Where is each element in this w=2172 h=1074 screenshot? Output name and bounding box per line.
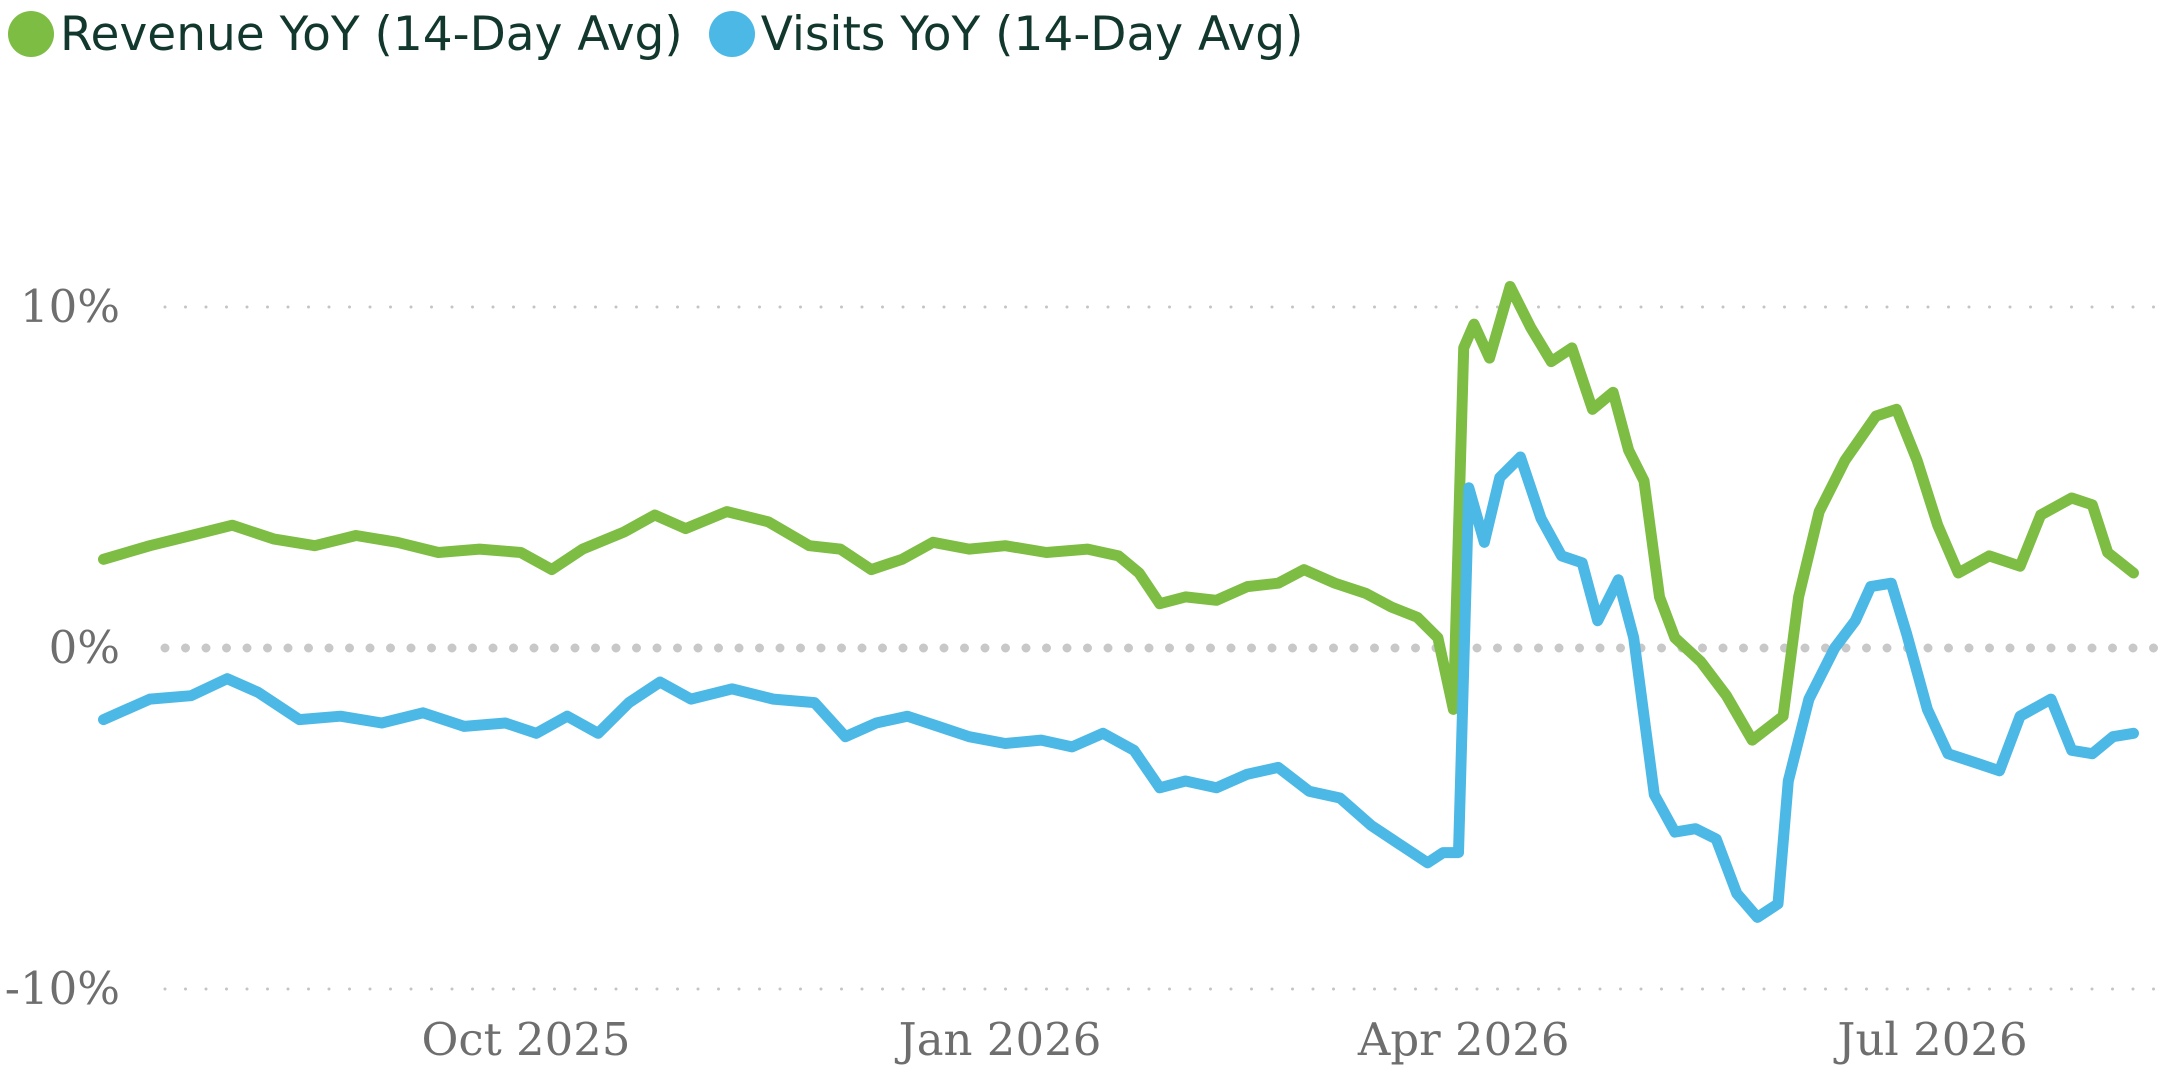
x-axis-tick-labels: Oct 2025 Jan 2026 Apr 2026 Jul 2026	[421, 1013, 2027, 1066]
x-tick-label: Jan 2026	[895, 1013, 1102, 1066]
gridlines	[160, 305, 2172, 991]
y-tick-label: -10%	[5, 962, 120, 1015]
series-line-revenue	[98, 281, 2139, 746]
y-tick-label: 10%	[20, 280, 120, 333]
legend-swatch-visits	[708, 11, 755, 57]
legend-label-revenue: Revenue YoY (14-Day Avg)	[60, 6, 683, 62]
series-line-visits	[98, 451, 2139, 923]
chart-legend: Revenue YoY (14-Day Avg) Visits YoY (14-…	[8, 2, 1329, 66]
legend-swatch-revenue	[8, 11, 54, 57]
legend-label-visits: Visits YoY (14-Day Avg)	[760, 6, 1304, 62]
legend-item-visits[interactable]: Visits YoY (14-Day Avg)	[708, 6, 1304, 62]
y-axis-tick-labels: 10% 0% -10%	[5, 280, 120, 1015]
x-tick-label: Oct 2025	[421, 1013, 630, 1066]
x-tick-label: Jul 2026	[1833, 1013, 2027, 1066]
x-tick-label: Apr 2026	[1357, 1013, 1570, 1066]
y-tick-label: 0%	[49, 621, 120, 674]
legend-item-revenue[interactable]: Revenue YoY (14-Day Avg)	[8, 7, 683, 62]
series-lines	[98, 281, 2139, 923]
